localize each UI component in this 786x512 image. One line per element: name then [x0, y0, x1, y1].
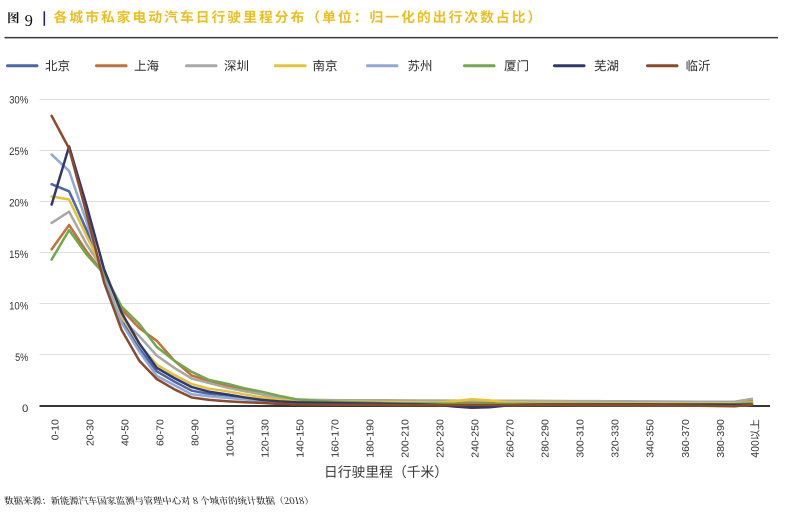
svg-text:80-90: 80-90: [190, 419, 202, 446]
svg-text:300-310: 300-310: [575, 419, 587, 458]
svg-text:140-150: 140-150: [295, 419, 307, 458]
svg-text:9: 9: [25, 11, 33, 30]
svg-text:5%: 5%: [15, 352, 28, 364]
svg-text:240-250: 240-250: [470, 419, 482, 458]
svg-text:20-30: 20-30: [84, 419, 96, 446]
svg-text:200-210: 200-210: [400, 419, 412, 458]
svg-text:20%: 20%: [9, 197, 28, 209]
svg-text:320-330: 320-330: [610, 419, 622, 458]
svg-text:10%: 10%: [9, 300, 28, 312]
svg-text:280-290: 280-290: [540, 419, 552, 458]
svg-text:340-350: 340-350: [645, 419, 657, 458]
svg-text:360-370: 360-370: [680, 419, 692, 458]
svg-text:25%: 25%: [9, 146, 28, 158]
svg-text:60-70: 60-70: [155, 419, 167, 446]
svg-text:40-50: 40-50: [119, 419, 131, 446]
svg-text:260-270: 260-270: [505, 419, 517, 458]
svg-text:0-10: 0-10: [49, 419, 61, 440]
svg-text:30%: 30%: [9, 95, 28, 107]
svg-text:160-170: 160-170: [330, 419, 342, 458]
svg-text:380-390: 380-390: [715, 419, 727, 458]
svg-text:120-130: 120-130: [260, 419, 272, 458]
svg-text:0: 0: [22, 403, 28, 415]
svg-text:15%: 15%: [9, 249, 28, 261]
svg-text:180-190: 180-190: [365, 419, 377, 458]
svg-text:220-230: 220-230: [435, 419, 447, 458]
svg-text:100-110: 100-110: [225, 419, 237, 457]
